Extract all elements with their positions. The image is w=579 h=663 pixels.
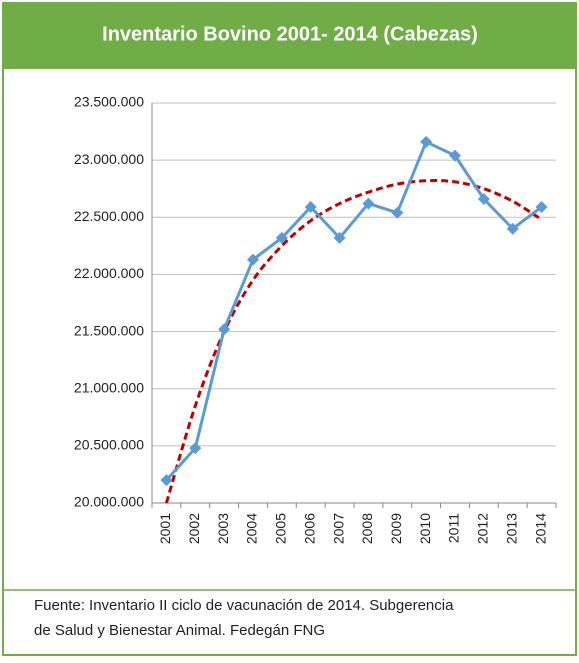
x-tick-label: 2008 bbox=[359, 513, 375, 544]
y-tick-label: 22.500.000 bbox=[74, 208, 144, 224]
x-tick-label: 2006 bbox=[301, 513, 317, 544]
data-point bbox=[420, 135, 433, 148]
data-point bbox=[391, 206, 404, 219]
x-tick-label: 2013 bbox=[503, 513, 519, 544]
trendline bbox=[164, 179, 543, 504]
x-tick-label: 2002 bbox=[186, 513, 202, 544]
chart-title: Inventario Bovino 2001- 2014 (Cabezas) bbox=[102, 23, 478, 45]
y-tick-label: 23.500.000 bbox=[74, 94, 144, 110]
data-point bbox=[275, 231, 288, 244]
y-tick-label: 21.000.000 bbox=[74, 379, 144, 395]
frame bbox=[2, 2, 577, 656]
data-point bbox=[362, 197, 375, 210]
data-point bbox=[535, 201, 548, 213]
data-point bbox=[218, 323, 231, 336]
x-tick-label: 2004 bbox=[244, 513, 260, 544]
data-point bbox=[247, 253, 259, 266]
source-note: Fuente: Inventario II ciclo de vacunació… bbox=[34, 597, 454, 614]
x-tick-label: 2007 bbox=[330, 513, 346, 544]
x-tick-label: 2014 bbox=[532, 513, 548, 544]
y-tick-label: 20.000.000 bbox=[74, 494, 144, 510]
x-tick-label: 2009 bbox=[388, 513, 404, 544]
source-note: de Salud y Bienestar Animal. Fedegán FNG bbox=[34, 622, 325, 639]
x-tick-label: 2010 bbox=[417, 513, 433, 544]
data-point bbox=[506, 222, 519, 235]
x-tick-label: 2005 bbox=[273, 513, 289, 544]
data-point bbox=[189, 442, 202, 455]
x-tick-label: 2003 bbox=[215, 513, 231, 544]
series-line bbox=[165, 139, 543, 482]
title-bar bbox=[3, 3, 576, 69]
y-tick-label: 23.000.000 bbox=[74, 151, 144, 167]
x-tick-label: 2001 bbox=[157, 513, 173, 544]
y-tick-label: 21.500.000 bbox=[74, 322, 144, 338]
x-tick-label: 2012 bbox=[475, 513, 491, 544]
y-tick-label: 22.000.000 bbox=[74, 265, 144, 281]
data-point bbox=[449, 149, 461, 162]
data-point bbox=[333, 231, 346, 244]
data-point bbox=[160, 474, 173, 487]
x-tick-label: 2011 bbox=[446, 513, 462, 543]
data-point bbox=[304, 201, 317, 213]
data-point bbox=[477, 193, 490, 205]
y-tick-label: 20.500.000 bbox=[74, 437, 144, 453]
